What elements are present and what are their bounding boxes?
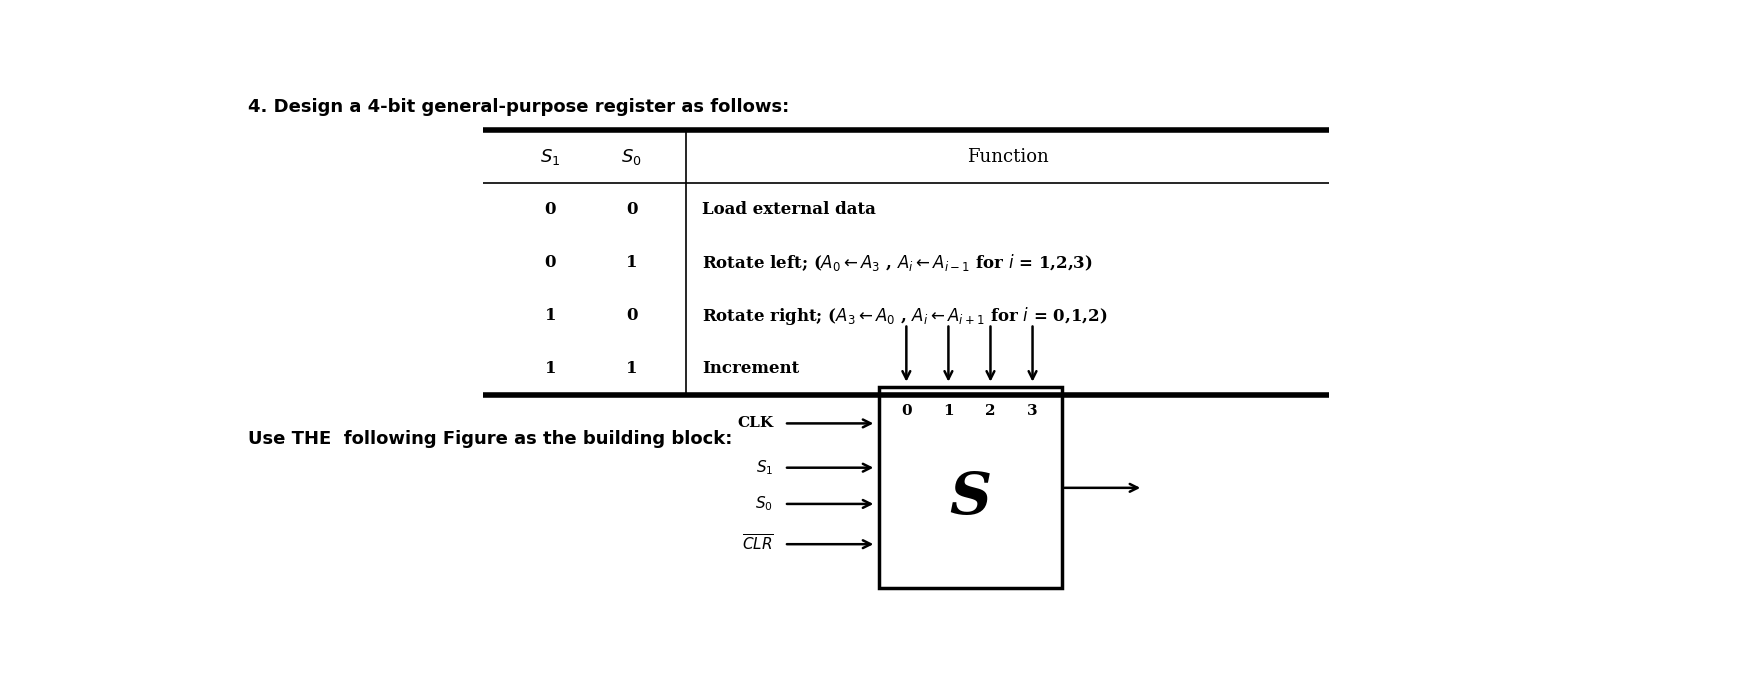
- Text: $\overline{CLR}$: $\overline{CLR}$: [741, 534, 773, 555]
- Text: 1: 1: [944, 404, 954, 418]
- Text: S: S: [949, 470, 991, 527]
- Bar: [879, 387, 1061, 588]
- Text: 1: 1: [626, 360, 638, 377]
- Text: $S_0$: $S_0$: [755, 495, 773, 513]
- Text: 0: 0: [545, 201, 556, 218]
- Text: $S_1$: $S_1$: [755, 458, 773, 477]
- Text: Rotate left; ($A_0 \leftarrow A_3$ , $A_i \leftarrow A_{i-1}$ for $i$ = 1,2,3): Rotate left; ($A_0 \leftarrow A_3$ , $A_…: [703, 252, 1092, 273]
- Text: Increment: Increment: [703, 360, 799, 377]
- Text: 1: 1: [626, 254, 638, 271]
- Text: $S_0$: $S_0$: [621, 147, 642, 166]
- Text: 3: 3: [1028, 404, 1038, 418]
- Text: Rotate right; ($A_3 \leftarrow A_0$ , $A_i \leftarrow A_{i+1}$ for $i$ = 0,1,2): Rotate right; ($A_3 \leftarrow A_0$ , $A…: [703, 305, 1108, 327]
- Text: 0: 0: [900, 404, 912, 418]
- Text: 4. Design a 4-bit general-purpose register as follows:: 4. Design a 4-bit general-purpose regist…: [248, 98, 790, 116]
- Text: Use THE  following Figure as the building block:: Use THE following Figure as the building…: [248, 429, 732, 448]
- Text: 0: 0: [545, 254, 556, 271]
- Text: 0: 0: [626, 307, 638, 324]
- Text: 2: 2: [986, 404, 996, 418]
- Text: Function: Function: [967, 148, 1049, 166]
- Text: 1: 1: [545, 360, 556, 377]
- Text: $S_1$: $S_1$: [540, 147, 561, 166]
- Text: Load external data: Load external data: [703, 201, 876, 218]
- Text: CLK: CLK: [738, 416, 773, 431]
- Text: 0: 0: [626, 201, 638, 218]
- Text: 1: 1: [545, 307, 556, 324]
